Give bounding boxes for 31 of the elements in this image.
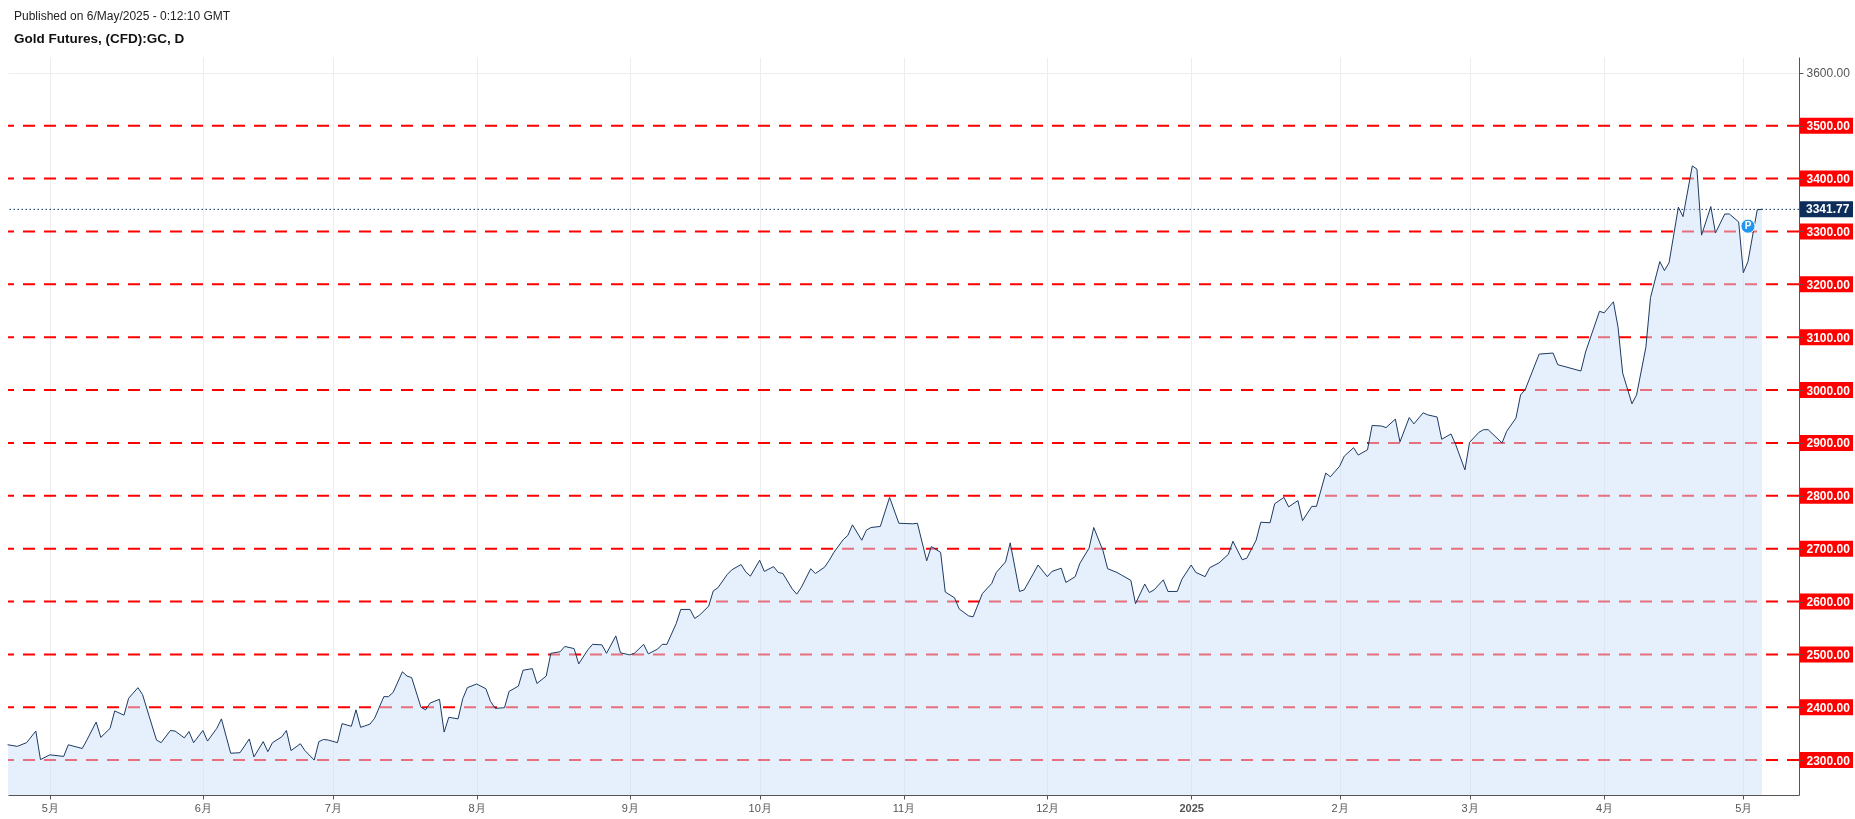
- y-tick-label: 2900.00: [1806, 436, 1851, 451]
- y-tick-label: 2700.00: [1806, 542, 1851, 557]
- x-tick-label: 12月: [1036, 801, 1060, 814]
- x-tick-label: 2月: [1331, 801, 1349, 814]
- x-tick-label: 8月: [468, 801, 486, 814]
- y-tick-label: 2400.00: [1806, 700, 1851, 715]
- chart-title: Gold Futures, (CFD):GC, D: [14, 31, 186, 47]
- x-tick-label: 10月: [748, 801, 772, 814]
- y-tick-label: 2500.00: [1806, 647, 1851, 662]
- y-tick-label: 3500.00: [1806, 119, 1851, 134]
- x-tick-label: 5月: [41, 801, 59, 814]
- y-tick-label: 3300.00: [1806, 224, 1851, 239]
- x-tick-label: 9月: [621, 801, 639, 814]
- y-tick-label: 3100.00: [1806, 330, 1851, 345]
- x-tick-label: 5月: [1735, 801, 1753, 814]
- x-tick-label: 7月: [324, 801, 342, 814]
- x-tick-label: 11月: [892, 801, 916, 814]
- x-tick-label: 3月: [1461, 801, 1479, 814]
- y-tick-label: 3600.00: [1806, 66, 1851, 81]
- ref-line-label: 3341.77: [1806, 202, 1850, 217]
- text: Published on 6/May/2025 - 0:12:10 GMT: [14, 9, 231, 24]
- y-tick-label: 3200.00: [1806, 277, 1851, 292]
- y-tick-label: 2800.00: [1806, 489, 1851, 504]
- x-tick-label: 4月: [1596, 801, 1614, 814]
- y-tick-label: 2600.00: [1806, 595, 1851, 610]
- annotation: P: [1744, 220, 1752, 232]
- y-tick-label: 2300.00: [1806, 753, 1851, 768]
- y-tick-label: 3400.00: [1806, 172, 1851, 187]
- x-tick-label: 6月: [194, 801, 212, 814]
- x-tick-label: 2025: [1179, 801, 1204, 814]
- y-tick-label: 3000.00: [1806, 383, 1851, 398]
